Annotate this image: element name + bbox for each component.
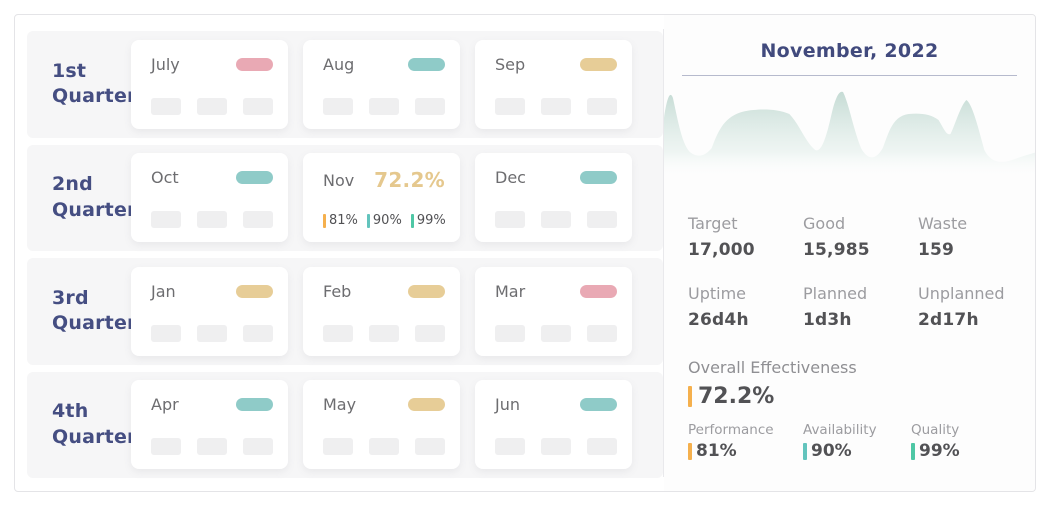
oee-dashboard: 1st Quarter July Aug bbox=[14, 14, 1036, 492]
month-card-july[interactable]: July bbox=[131, 39, 288, 129]
metric-unplanned: Unplanned 2d17h bbox=[918, 284, 1005, 330]
month-card-dec[interactable]: Dec bbox=[475, 153, 632, 243]
status-pill bbox=[580, 284, 617, 298]
month-name: Apr bbox=[151, 395, 179, 415]
quarter-label-1st: 1st Quarter bbox=[52, 59, 137, 108]
status-pill bbox=[236, 398, 273, 412]
month-card-oct[interactable]: Oct bbox=[131, 153, 288, 243]
status-pill bbox=[236, 57, 273, 71]
status-pill bbox=[408, 398, 445, 412]
month-card-may[interactable]: May bbox=[303, 380, 460, 470]
quality-bar bbox=[410, 213, 414, 228]
metric-placeholders bbox=[151, 438, 273, 456]
status-pill bbox=[580, 171, 617, 185]
overall-bar bbox=[688, 386, 692, 407]
metric-placeholders bbox=[323, 324, 445, 342]
quarter-label-4th: 4th Quarter bbox=[52, 400, 137, 448]
month-card-mar[interactable]: Mar bbox=[475, 266, 632, 356]
metric-planned: Planned 1d3h bbox=[803, 284, 868, 330]
month-name: Feb bbox=[323, 281, 352, 301]
month-name: July bbox=[151, 54, 180, 74]
month-card-sep[interactable]: Sep bbox=[475, 39, 632, 129]
metric-placeholders bbox=[323, 438, 445, 456]
availability-bar bbox=[803, 442, 807, 460]
metric-uptime: Uptime 26d4h bbox=[688, 284, 749, 330]
mini-stat-availability: 90% bbox=[366, 213, 402, 228]
metric-placeholders bbox=[151, 324, 273, 342]
quarter-row-2: 2nd Quarter Oct Nov 72.2% bbox=[27, 144, 663, 251]
metric-placeholders bbox=[495, 211, 617, 229]
performance-bar bbox=[323, 213, 326, 228]
status-pill bbox=[236, 284, 273, 298]
metric-placeholders bbox=[151, 211, 273, 229]
quarters-section: 1st Quarter July Aug bbox=[15, 15, 663, 491]
status-pill bbox=[580, 398, 617, 412]
quality-bar bbox=[911, 442, 915, 460]
metric-placeholders bbox=[495, 324, 617, 342]
metrics-grid: Target 17,000 Good 15,985 Waste 159 Upti… bbox=[682, 214, 1017, 330]
month-name: Mar bbox=[495, 281, 526, 301]
month-card-jan[interactable]: Jan bbox=[131, 266, 288, 356]
mini-stat-quality: 99% bbox=[410, 213, 446, 228]
overall-effectiveness-label: Overall Effectiveness bbox=[688, 358, 857, 377]
panel-title: November, 2022 bbox=[682, 15, 1017, 76]
metric-placeholders bbox=[151, 97, 273, 115]
metric-target: Target 17,000 bbox=[688, 214, 755, 260]
availability-bar bbox=[366, 213, 370, 228]
month-name: Dec bbox=[495, 168, 526, 188]
month-name: Jun bbox=[495, 395, 520, 415]
quarter-row-4: 4th Quarter Apr May bbox=[27, 371, 663, 478]
month-card-aug[interactable]: Aug bbox=[303, 39, 460, 129]
month-detail-panel: November, 2022 Target 17,000 Good 15,985 bbox=[664, 15, 1035, 491]
quarter-row-3: 3rd Quarter Jan Feb bbox=[27, 258, 663, 365]
status-pill bbox=[408, 57, 445, 71]
breakdown-performance: Performance 81% bbox=[688, 422, 774, 461]
status-pill bbox=[580, 57, 617, 71]
month-card-apr[interactable]: Apr bbox=[131, 380, 288, 470]
performance-bar bbox=[688, 442, 692, 460]
metric-waste: Waste 159 bbox=[918, 214, 968, 260]
metric-good: Good 15,985 bbox=[803, 214, 870, 260]
breakdown-quality: Quality 99% bbox=[911, 422, 960, 461]
month-name: May bbox=[323, 395, 357, 415]
month-card-nov-selected[interactable]: Nov 72.2% 81% 90% bbox=[303, 153, 460, 243]
month-name: Sep bbox=[495, 54, 526, 74]
metric-placeholders bbox=[495, 438, 617, 456]
quarter-row-1: 1st Quarter July Aug bbox=[27, 31, 663, 138]
status-pill bbox=[236, 171, 273, 185]
oee-breakdown: Performance 81% Availability 90% Quality… bbox=[682, 422, 1017, 461]
month-card-feb[interactable]: Feb bbox=[303, 266, 460, 356]
month-name: Aug bbox=[323, 54, 355, 74]
quarter-label-3rd: 3rd Quarter bbox=[52, 286, 137, 335]
metric-placeholders bbox=[323, 97, 445, 115]
breakdown-availability: Availability 90% bbox=[803, 422, 877, 461]
mini-stat-performance: 81% bbox=[323, 213, 358, 228]
status-pill bbox=[408, 284, 445, 298]
month-name: Jan bbox=[151, 281, 176, 301]
metric-placeholders bbox=[495, 97, 617, 115]
vertical-divider bbox=[663, 29, 664, 477]
quarter-label-2nd: 2nd Quarter bbox=[52, 173, 137, 221]
oee-percentage: 72.2% bbox=[374, 168, 445, 193]
month-name: Nov bbox=[323, 170, 355, 190]
trend-area-chart bbox=[664, 91, 1035, 178]
month-name: Oct bbox=[151, 168, 179, 188]
month-card-jun[interactable]: Jun bbox=[475, 380, 632, 470]
overall-effectiveness-value: 72.2% bbox=[682, 384, 1017, 409]
